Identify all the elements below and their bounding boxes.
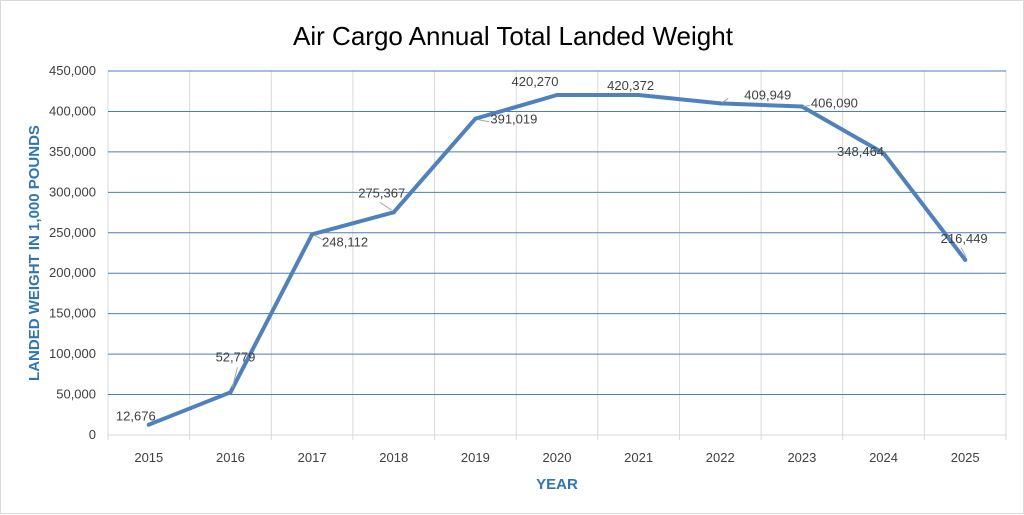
data-point [636, 92, 641, 97]
data-label: 409,949 [744, 87, 791, 102]
data-point [718, 101, 723, 106]
y-tick-label: 400,000 [49, 103, 96, 118]
x-tick-label: 2022 [706, 450, 735, 465]
x-tick-label: 2019 [461, 450, 490, 465]
chart-title: Air Cargo Annual Total Landed Weight [293, 21, 734, 51]
series-line-group [146, 92, 968, 427]
data-label: 391,019 [490, 112, 537, 127]
data-label: 216,449 [941, 231, 988, 246]
data-label-leader [231, 367, 238, 388]
data-label-leader [313, 234, 325, 241]
data-label-leader [478, 119, 490, 123]
y-axis-title: LANDED WEIGHT IN 1,000 POUNDS [26, 125, 43, 381]
x-tick-label: 2023 [787, 450, 816, 465]
data-point [228, 390, 233, 395]
data-point [391, 210, 396, 215]
data-label-leader [379, 201, 393, 211]
data-labels: 12,676 52,779 248,112 275,367 391,019 420,270… [116, 74, 988, 424]
y-tick-label: 350,000 [49, 144, 96, 159]
data-point [146, 422, 151, 427]
data-label: 406,090 [811, 96, 858, 111]
x-axis-title: YEAR [536, 476, 578, 493]
x-tick-label: 2024 [869, 450, 898, 465]
y-tick-label: 250,000 [49, 225, 96, 240]
grid [107, 70, 1007, 440]
y-tick-label: 450,000 [49, 63, 96, 78]
data-label-leader [802, 105, 810, 108]
data-point [881, 151, 886, 156]
x-tick-label: 2015 [134, 450, 163, 465]
y-tick-label: 200,000 [49, 265, 96, 280]
data-label: 52,779 [216, 349, 256, 364]
data-label: 420,270 [512, 74, 559, 89]
data-point [310, 232, 315, 237]
x-axis-ticks: 2015 2016 2017 2018 2019 2020 2021 2022 2023 2024… [134, 450, 979, 465]
data-label: 275,367 [358, 185, 405, 200]
x-tick-label: 2018 [379, 450, 408, 465]
x-tick-label: 2017 [298, 450, 327, 465]
y-tick-label: 300,000 [49, 184, 96, 199]
x-tick-label: 2020 [543, 450, 572, 465]
y-tick-label: 150,000 [49, 306, 96, 321]
y-axis-ticks: 0 50,000 100,000 150,000 200,000 250,000 300,0… [49, 63, 96, 442]
data-label-leader [721, 97, 729, 103]
x-tick-label: 2025 [951, 450, 980, 465]
data-point [799, 104, 804, 109]
x-tick-label: 2016 [216, 450, 245, 465]
data-label: 348,464 [837, 144, 884, 159]
data-label: 420,372 [607, 78, 654, 93]
y-tick-label: 50,000 [56, 387, 96, 402]
y-tick-label: 100,000 [49, 346, 96, 361]
data-label-leader [960, 247, 967, 258]
data-point [555, 93, 559, 98]
data-point [963, 257, 968, 262]
data-point [473, 116, 478, 121]
y-tick-label: 0 [89, 427, 96, 442]
data-label: 248,112 [322, 234, 368, 249]
x-tick-label: 2021 [624, 450, 653, 465]
data-label: 12,676 [116, 409, 156, 424]
